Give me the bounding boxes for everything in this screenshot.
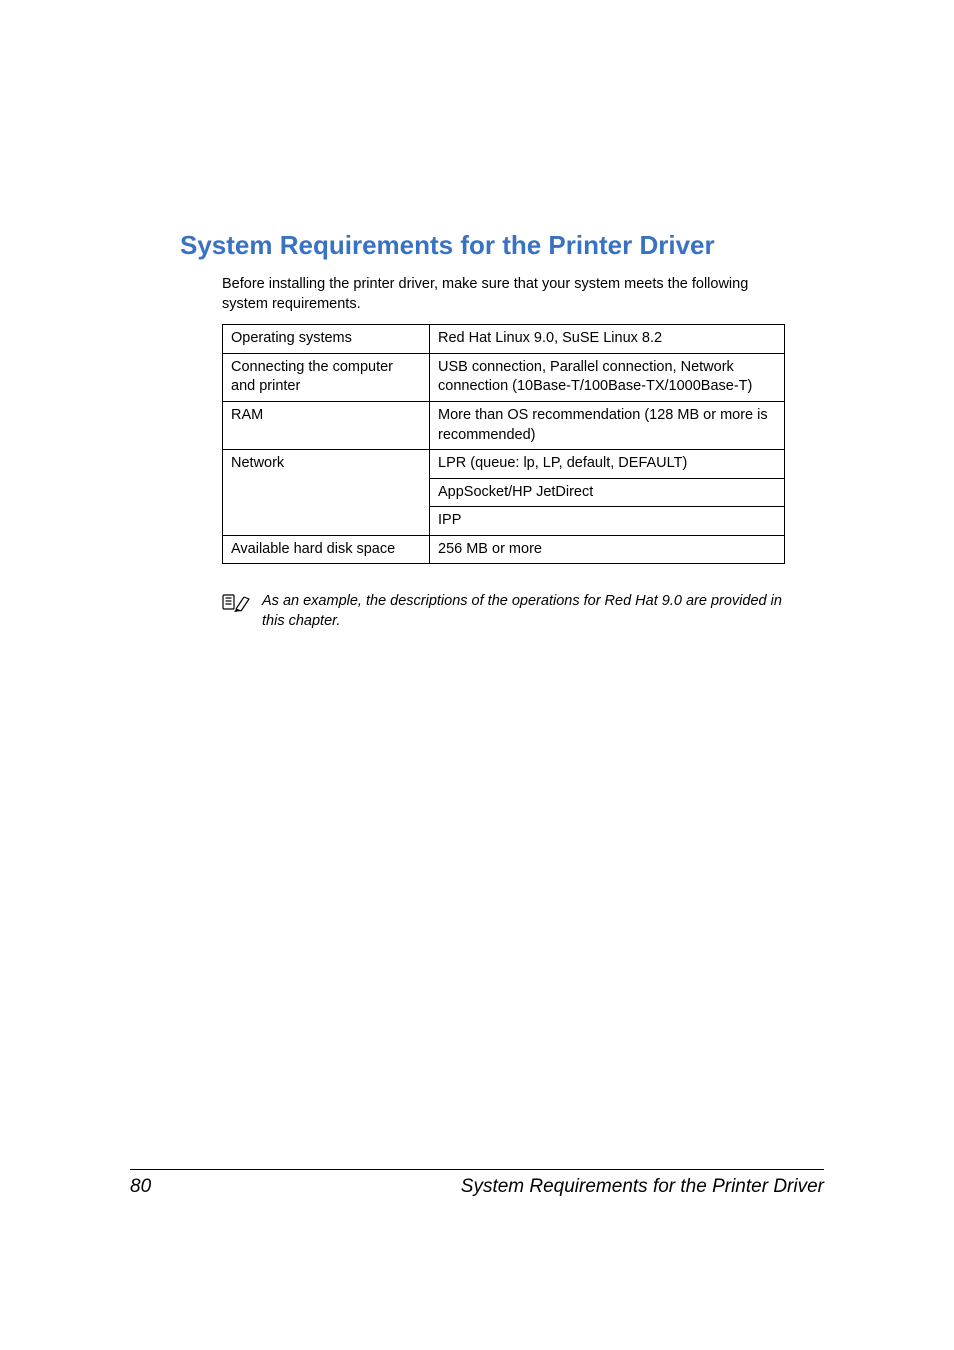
cell-label: Operating systems (223, 325, 430, 354)
cell-label: Network (223, 450, 430, 536)
cell-label: Connecting the computer and printer (223, 353, 430, 401)
cell-label: RAM (223, 402, 430, 450)
footer-title: System Requirements for the Printer Driv… (461, 1176, 824, 1198)
content-area: System Requirements for the Printer Driv… (180, 230, 785, 632)
cell-value: AppSocket/HP JetDirect (430, 478, 785, 507)
note: As an example, the descriptions of the o… (222, 592, 785, 631)
table-row: Available hard disk space 256 MB or more (223, 535, 785, 564)
page-footer: 80 System Requirements for the Printer D… (130, 1169, 824, 1198)
table-row: RAM More than OS recommendation (128 MB … (223, 402, 785, 450)
page: System Requirements for the Printer Driv… (0, 0, 954, 1350)
cell-label: Available hard disk space (223, 535, 430, 564)
note-text: As an example, the descriptions of the o… (262, 592, 785, 631)
cell-value: Red Hat Linux 9.0, SuSE Linux 8.2 (430, 325, 785, 354)
page-title: System Requirements for the Printer Driv… (180, 230, 785, 261)
cell-value: LPR (queue: lp, LP, default, DEFAULT) (430, 450, 785, 479)
table-row: Connecting the computer and printer USB … (223, 353, 785, 401)
table-row: Network LPR (queue: lp, LP, default, DEF… (223, 450, 785, 479)
page-number: 80 (130, 1176, 151, 1198)
note-icon (222, 593, 252, 618)
cell-value: IPP (430, 507, 785, 536)
cell-value: USB connection, Parallel connection, Net… (430, 353, 785, 401)
requirements-table: Operating systems Red Hat Linux 9.0, SuS… (222, 324, 785, 564)
intro-paragraph: Before installing the printer driver, ma… (222, 275, 785, 314)
table-row: Operating systems Red Hat Linux 9.0, SuS… (223, 325, 785, 354)
cell-value: More than OS recommendation (128 MB or m… (430, 402, 785, 450)
footer-divider (130, 1169, 824, 1170)
footer-row: 80 System Requirements for the Printer D… (130, 1176, 824, 1198)
cell-value: 256 MB or more (430, 535, 785, 564)
